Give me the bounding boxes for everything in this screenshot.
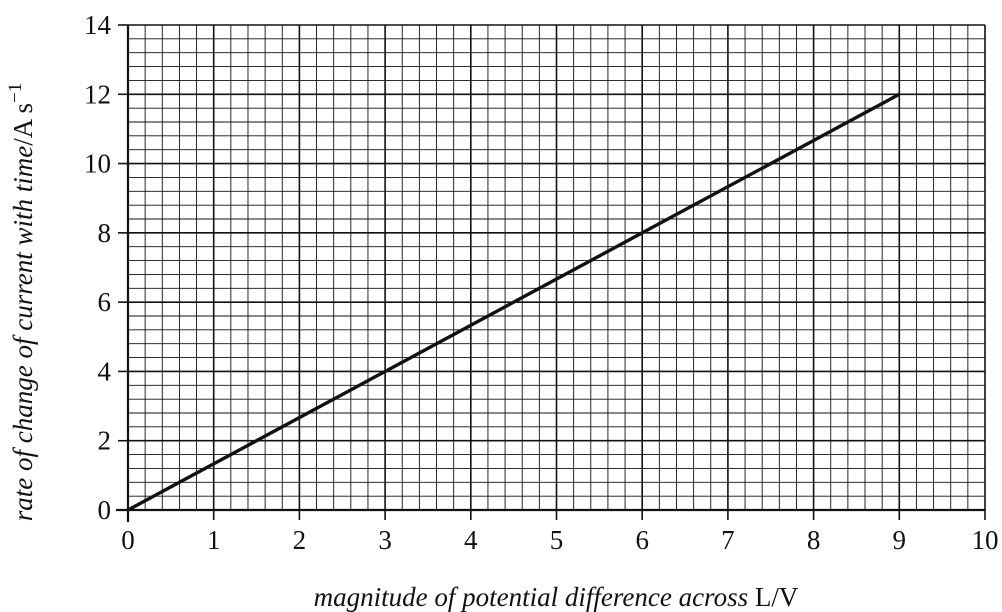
y-axis-label-superscript: −1	[5, 83, 26, 103]
x-tick-label: 3	[378, 525, 392, 555]
x-axis-label-italic: magnitude of potential difference across	[314, 582, 755, 612]
x-tick-label: 10	[972, 525, 999, 555]
x-tick-label: 4	[464, 525, 478, 555]
x-tick-label: 9	[893, 525, 907, 555]
major-gridlines	[127, 24, 986, 511]
y-tick-label: 14	[84, 10, 112, 40]
y-axis-label-unit: /A s	[8, 103, 38, 146]
x-tick-label: 7	[721, 525, 735, 555]
x-axis-label: magnitude of potential difference across…	[314, 582, 799, 612]
y-tick-labels: 0 2 4 6 8 10 12 14	[84, 10, 128, 525]
x-tick-label: 2	[293, 525, 307, 555]
x-tick-labels: 0 1 2 3 4 5 6 7 8 9 10	[121, 510, 999, 555]
y-tick-label: 6	[98, 287, 112, 317]
x-tick-label: 0	[121, 525, 135, 555]
x-tick-label: 6	[635, 525, 649, 555]
x-tick-label: 5	[550, 525, 564, 555]
series-line	[127, 92, 901, 512]
y-tick-label: 0	[98, 495, 112, 525]
y-tick-label: 8	[98, 218, 112, 248]
x-axis-label-unit: L/V	[755, 582, 799, 612]
axes	[116, 25, 985, 522]
y-tick-label: 12	[84, 79, 111, 109]
data-series	[127, 92, 901, 512]
y-axis-label: rate of change of current with time/A s−…	[5, 83, 38, 521]
x-tick-label: 8	[807, 525, 821, 555]
y-tick-label: 4	[98, 356, 112, 386]
y-tick-label: 10	[84, 149, 111, 179]
x-tick-label: 1	[207, 525, 221, 555]
y-axis-label-italic: rate of change of current with time	[8, 146, 38, 521]
y-tick-label: 2	[98, 426, 112, 456]
